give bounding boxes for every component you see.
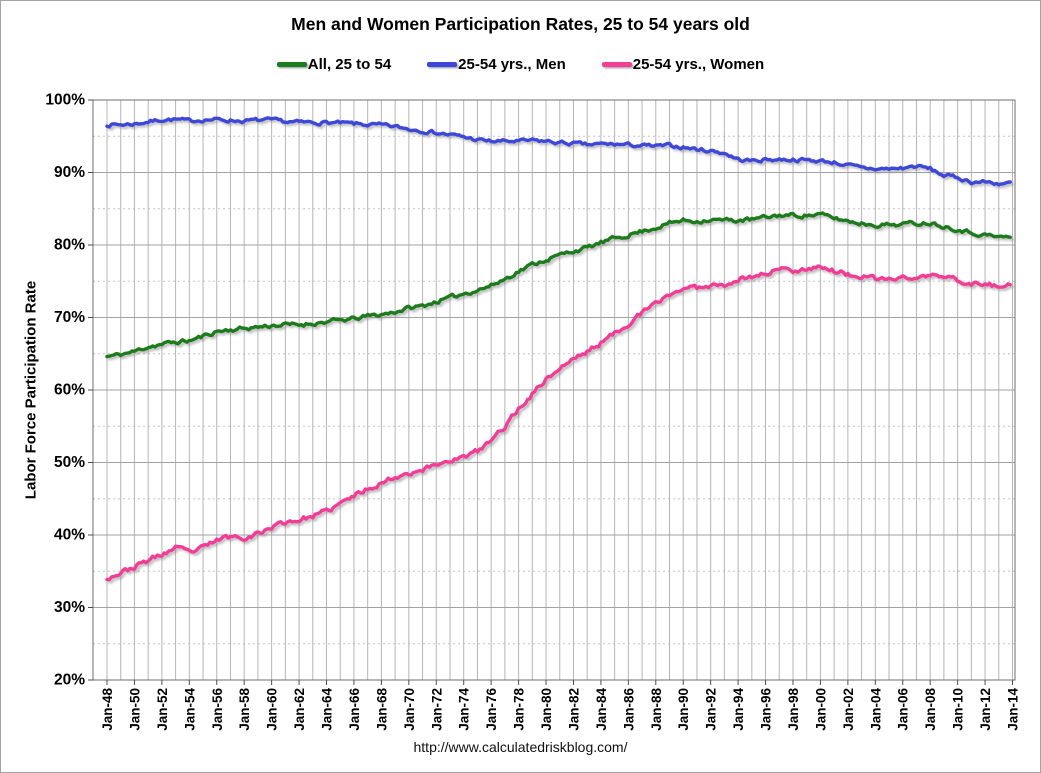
y-tick-label: 40% <box>54 527 85 544</box>
x-tick-label: Jan-02 <box>841 688 856 731</box>
x-tick-label: Jan-76 <box>484 688 499 731</box>
x-tick-label: Jan-10 <box>951 688 966 731</box>
x-tick-label: Jan-66 <box>347 688 362 731</box>
x-tick-label: Jan-88 <box>649 688 664 731</box>
x-tick-label: Jan-94 <box>731 688 746 731</box>
y-tick-label: 50% <box>54 454 85 471</box>
y-axis-tick-labels: 100% 90% 80% 70% 60% 50% 40% 30% 20% <box>45 92 85 689</box>
x-tick-label: Jan-60 <box>265 688 280 731</box>
y-tick-label: 60% <box>54 382 85 399</box>
x-tick-label: Jan-14 <box>1006 688 1021 731</box>
y-tick-label: 100% <box>45 92 85 109</box>
y-tick-label: 80% <box>54 237 85 254</box>
legend-label-all: All, 25 to 54 <box>307 56 392 73</box>
x-tick-label: Jan-00 <box>813 688 828 731</box>
chart-title: Men and Women Participation Rates, 25 to… <box>291 14 750 34</box>
x-tick-label: Jan-84 <box>594 688 609 731</box>
x-tick-label: Jan-48 <box>100 688 115 731</box>
legend-swatch-men-icon <box>427 62 458 67</box>
x-tick-label: Jan-56 <box>210 688 225 731</box>
x-tick-label: Jan-12 <box>978 688 993 731</box>
y-tick-label: 90% <box>54 164 85 181</box>
x-tick-label: Jan-86 <box>621 688 636 731</box>
x-tick-label: Jan-90 <box>676 688 691 731</box>
x-tick-label: Jan-74 <box>457 688 472 731</box>
y-tick-label: 70% <box>54 309 85 326</box>
legend-swatch-women-icon <box>601 62 632 67</box>
series-all-25-54 <box>105 211 1012 359</box>
x-tick-label: Jan-70 <box>402 688 417 731</box>
y-axis-title: Labor Force Participation Rate <box>23 281 40 499</box>
legend-item-all: All, 25 to 54 <box>276 56 392 73</box>
x-tick-label: Jan-64 <box>320 688 335 731</box>
x-tick-label: Jan-72 <box>429 688 444 731</box>
gridlines <box>93 100 1015 680</box>
x-tick-label: Jan-82 <box>566 688 581 731</box>
x-tick-label: Jan-04 <box>868 688 883 731</box>
source-url: http://www.calculatedriskblog.com/ <box>413 739 628 755</box>
x-tick-label: Jan-62 <box>292 688 307 731</box>
legend-swatch-all-icon <box>276 62 307 67</box>
series-women-25-54 <box>105 264 1012 582</box>
x-tick-label: Jan-92 <box>704 688 719 731</box>
y-tick-label: 30% <box>54 599 85 616</box>
legend-item-men: 25-54 yrs., Men <box>427 56 566 73</box>
legend-label-men: 25-54 yrs., Men <box>458 56 566 73</box>
x-tick-label: Jan-58 <box>237 688 252 731</box>
x-tick-label: Jan-54 <box>182 688 197 731</box>
axis-ticks <box>88 99 1013 685</box>
legend-label-women: 25-54 yrs., Women <box>632 56 765 73</box>
legend: All, 25 to 54 25-54 yrs., Men 25-54 yrs.… <box>1 56 1040 73</box>
x-tick-label: Jan-80 <box>539 688 554 731</box>
x-tick-label: Jan-08 <box>923 688 938 731</box>
x-axis-tick-labels: Jan-48 Jan-50 Jan-52 Jan-54 Jan-56 Jan-58 Jan-… <box>100 688 1021 731</box>
x-tick-label: Jan-50 <box>127 688 142 731</box>
y-tick-label: 20% <box>54 672 85 689</box>
x-tick-label: Jan-96 <box>759 688 774 731</box>
x-tick-label: Jan-78 <box>512 688 527 731</box>
x-tick-label: Jan-68 <box>374 688 389 731</box>
x-tick-label: Jan-06 <box>896 688 911 731</box>
legend-item-women: 25-54 yrs., Women <box>601 56 765 73</box>
x-tick-label: Jan-98 <box>786 688 801 731</box>
x-tick-label: Jan-52 <box>155 688 170 731</box>
series-men-25-54 <box>105 116 1012 187</box>
